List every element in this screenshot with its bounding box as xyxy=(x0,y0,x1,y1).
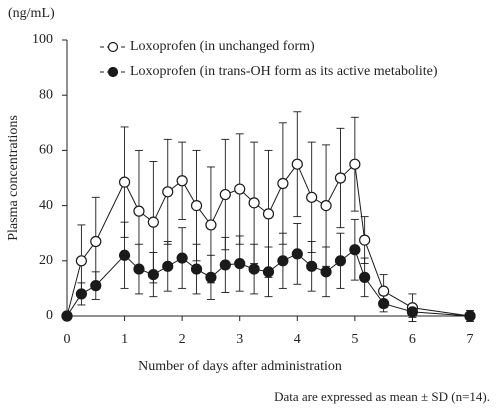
y-tick-label: 20 xyxy=(39,253,53,268)
y-tick-label: 60 xyxy=(39,143,53,158)
data-point xyxy=(262,208,275,220)
y-axis-label: Plasma concentrations xyxy=(6,115,21,241)
x-tick-label: 5 xyxy=(351,332,358,347)
data-point xyxy=(90,280,102,292)
data-point xyxy=(406,306,419,318)
data-point xyxy=(90,235,102,248)
data-point xyxy=(162,186,174,198)
data-point xyxy=(334,255,347,267)
data-point xyxy=(349,244,361,256)
data-point xyxy=(147,216,159,228)
y-tick-label: 100 xyxy=(32,32,53,47)
x-tick-label: 0 xyxy=(64,332,71,347)
data-point xyxy=(75,255,87,267)
legend-label: Loxoprofen (in unchanged form) xyxy=(130,39,315,54)
y-tick-label: 40 xyxy=(39,198,53,213)
x-tick-label: 1 xyxy=(121,332,128,347)
y-tick-label: 80 xyxy=(39,87,53,102)
data-point xyxy=(234,183,246,195)
data-point xyxy=(306,191,318,203)
data-point xyxy=(219,188,231,201)
note: Data are expressed as mean ± SD (n=14). xyxy=(274,389,490,404)
data-point xyxy=(133,205,145,217)
data-point xyxy=(61,310,73,322)
data-point xyxy=(190,200,203,212)
data-point xyxy=(75,288,87,300)
data-point xyxy=(147,269,159,281)
data-point xyxy=(248,263,260,275)
data-point xyxy=(320,200,332,212)
y-tick-label: 0 xyxy=(46,308,53,323)
data-point xyxy=(205,219,217,231)
data-point xyxy=(262,266,275,278)
data-point xyxy=(190,263,203,275)
x-tick-label: 2 xyxy=(179,332,186,347)
data-point xyxy=(306,260,318,272)
data-point xyxy=(176,175,188,187)
data-point xyxy=(133,263,145,275)
data-point xyxy=(205,271,217,283)
data-point xyxy=(118,249,131,261)
data-point xyxy=(277,177,289,190)
legend-label: Loxoprofen (in trans-OH form as its acti… xyxy=(130,64,438,79)
x-tick-label: 6 xyxy=(409,332,416,347)
data-point xyxy=(359,271,371,283)
data-point xyxy=(378,297,390,310)
x-axis-label: Number of days after administration xyxy=(138,359,342,374)
data-point xyxy=(219,259,231,271)
data-point xyxy=(359,234,371,246)
legend-marker xyxy=(107,41,119,53)
unit-label: (ng/mL) xyxy=(8,6,55,21)
data-point xyxy=(349,158,361,170)
data-point xyxy=(277,255,289,267)
data-point xyxy=(248,197,260,209)
data-point xyxy=(378,285,390,297)
data-point xyxy=(291,158,303,170)
x-tick-label: 4 xyxy=(294,332,301,347)
legend-marker xyxy=(107,66,119,78)
data-point xyxy=(176,252,188,264)
data-point xyxy=(162,260,174,272)
data-point xyxy=(291,248,303,260)
data-point xyxy=(234,257,246,270)
data-point xyxy=(320,266,332,278)
x-tick-label: 7 xyxy=(467,332,474,347)
data-point xyxy=(334,172,347,184)
data-point xyxy=(118,176,131,188)
data-point xyxy=(464,310,476,322)
x-tick-label: 3 xyxy=(236,332,243,347)
